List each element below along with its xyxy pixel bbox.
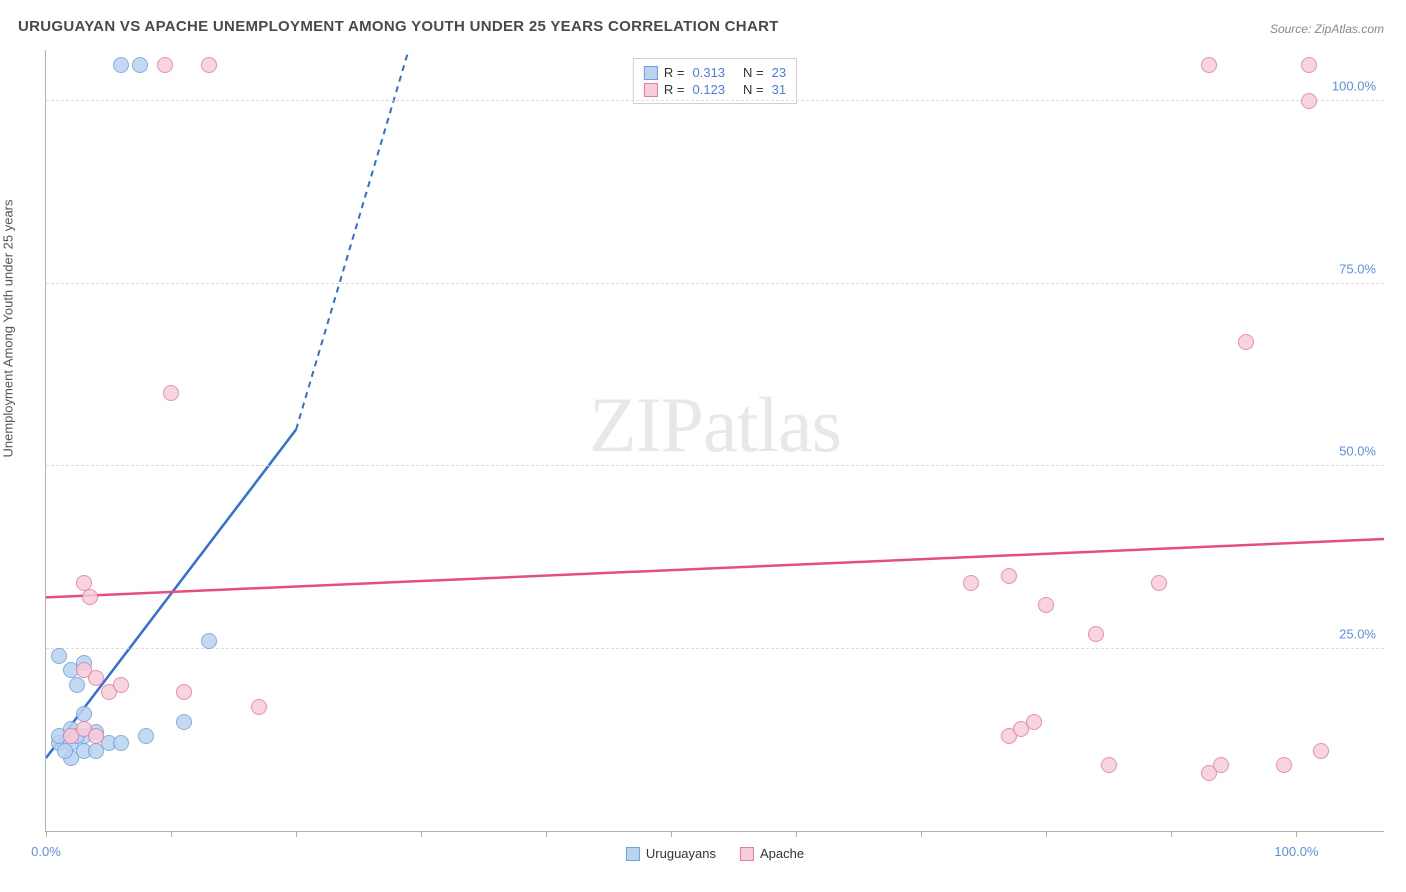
- trend-lines-layer: [46, 50, 1384, 831]
- x-tick-label: 100.0%: [1274, 844, 1318, 859]
- scatter-point: [76, 662, 92, 678]
- series-legend: Uruguayans Apache: [626, 846, 804, 861]
- x-tick: [421, 831, 422, 837]
- scatter-point: [1001, 568, 1017, 584]
- scatter-point: [963, 575, 979, 591]
- series-legend-item: Uruguayans: [626, 846, 716, 861]
- scatter-point: [113, 735, 129, 751]
- scatter-point: [1213, 757, 1229, 773]
- legend-r-value: 0.123: [692, 82, 725, 97]
- scatter-point: [113, 57, 129, 73]
- scatter-point: [1101, 757, 1117, 773]
- scatter-point: [163, 385, 179, 401]
- source-text: Source: ZipAtlas.com: [1270, 22, 1384, 36]
- y-tick-label: 75.0%: [1339, 261, 1376, 276]
- scatter-point: [113, 677, 129, 693]
- scatter-point: [88, 728, 104, 744]
- legend-swatch: [740, 847, 754, 861]
- x-tick: [46, 831, 47, 837]
- x-tick: [1046, 831, 1047, 837]
- scatter-point: [176, 714, 192, 730]
- legend-swatch: [644, 83, 658, 97]
- x-tick: [296, 831, 297, 837]
- chart-plot-area: ZIPatlas R =0.313N =23R =0.123N =31 Urug…: [45, 50, 1384, 832]
- scatter-point: [138, 728, 154, 744]
- scatter-point: [1151, 575, 1167, 591]
- scatter-point: [1276, 757, 1292, 773]
- scatter-point: [1238, 334, 1254, 350]
- scatter-point: [1026, 714, 1042, 730]
- scatter-point: [251, 699, 267, 715]
- gridline: [46, 648, 1384, 649]
- scatter-point: [1201, 57, 1217, 73]
- y-axis-label: Unemployment Among Youth under 25 years: [1, 199, 16, 457]
- legend-n-label: N =: [743, 82, 764, 97]
- gridline: [46, 100, 1384, 101]
- scatter-point: [1301, 93, 1317, 109]
- trendline-dashed: [296, 50, 409, 430]
- legend-swatch: [644, 66, 658, 80]
- scatter-point: [132, 57, 148, 73]
- y-tick-label: 25.0%: [1339, 626, 1376, 641]
- series-legend-item: Apache: [740, 846, 804, 861]
- x-tick: [671, 831, 672, 837]
- scatter-point: [1301, 57, 1317, 73]
- legend-n-label: N =: [743, 65, 764, 80]
- scatter-point: [76, 706, 92, 722]
- scatter-point: [176, 684, 192, 700]
- x-tick: [1171, 831, 1172, 837]
- scatter-point: [57, 743, 73, 759]
- scatter-point: [1313, 743, 1329, 759]
- trendline-solid: [46, 539, 1384, 597]
- legend-r-label: R =: [664, 65, 685, 80]
- scatter-point: [69, 677, 85, 693]
- correlation-legend-row: R = 0.123 N = 31: [644, 82, 786, 97]
- x-tick-label: 0.0%: [31, 844, 61, 859]
- legend-r-value: 0.313: [692, 65, 725, 80]
- x-tick: [171, 831, 172, 837]
- x-tick: [546, 831, 547, 837]
- legend-n-value: 23: [772, 65, 786, 80]
- scatter-point: [1038, 597, 1054, 613]
- scatter-point: [1088, 626, 1104, 642]
- x-tick: [796, 831, 797, 837]
- legend-n-value: 31: [772, 82, 786, 97]
- scatter-point: [51, 648, 67, 664]
- chart-title: URUGUAYAN VS APACHE UNEMPLOYMENT AMONG Y…: [18, 18, 779, 35]
- legend-r-label: R =: [664, 82, 685, 97]
- y-tick-label: 50.0%: [1339, 444, 1376, 459]
- scatter-point: [201, 633, 217, 649]
- correlation-legend: R = 0.313 N = 23 R = 0.123 N = 31: [633, 58, 797, 104]
- series-legend-label: Apache: [760, 846, 804, 861]
- y-tick-label: 100.0%: [1332, 79, 1376, 94]
- scatter-point: [157, 57, 173, 73]
- watermark-text: ZIPatlas: [589, 380, 841, 470]
- gridline: [46, 465, 1384, 466]
- gridline: [46, 283, 1384, 284]
- scatter-point: [201, 57, 217, 73]
- scatter-point: [82, 589, 98, 605]
- scatter-point: [76, 575, 92, 591]
- correlation-legend-row: R = 0.313 N = 23: [644, 65, 786, 80]
- legend-swatch: [626, 847, 640, 861]
- x-tick: [1296, 831, 1297, 837]
- series-legend-label: Uruguayans: [646, 846, 716, 861]
- x-tick: [921, 831, 922, 837]
